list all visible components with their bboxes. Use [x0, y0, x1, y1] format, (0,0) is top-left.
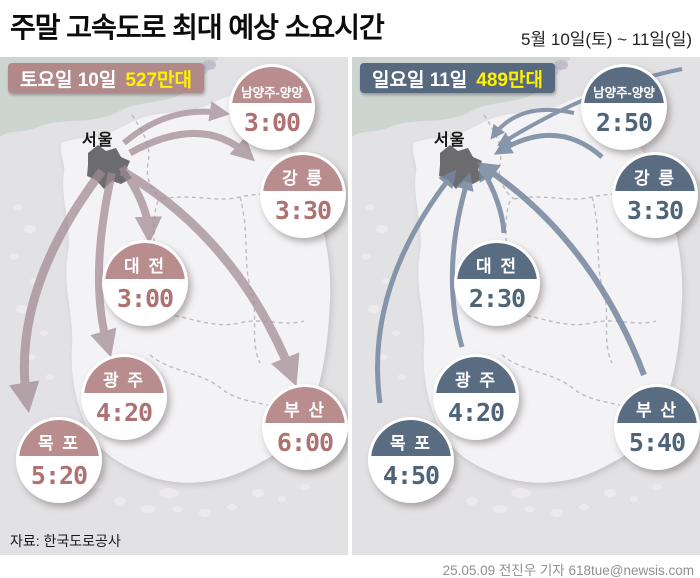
- day-label: 토요일 10일: [20, 69, 117, 91]
- city-badge-gwangju: 광 주 4:20: [81, 354, 167, 440]
- city-badge-daejeon: 대 전 2:30: [454, 240, 540, 326]
- city-badge-namyangju-yangyang: 남양주-양양 2:50: [581, 64, 667, 150]
- seoul-label: 서울: [82, 132, 114, 149]
- travel-time: 5:20: [30, 461, 88, 491]
- city-badge-gangneung: 강 릉 3:30: [612, 152, 698, 238]
- city-badge-gwangju: 광 주 4:20: [433, 354, 519, 440]
- arrow-from-mokpo: [375, 169, 457, 404]
- arrow-to-mokpo: [9, 168, 106, 414]
- page-title: 주말 고속도로 최대 예상 소요시간: [10, 12, 385, 43]
- seoul-label: 서울: [434, 132, 466, 149]
- city-badge-mokpo: 목 포 5:20: [16, 417, 102, 503]
- city-name: 남양주-양양: [232, 67, 312, 104]
- travel-time: 2:50: [595, 108, 653, 138]
- arrow-from-gangneung: [493, 132, 604, 159]
- island: [554, 60, 568, 70]
- city-name: 부 산: [617, 387, 697, 424]
- traffic-count: 489만대: [476, 69, 543, 91]
- city-badge-gangneung: 강 릉 3:30: [260, 152, 346, 238]
- sunday-map-panel: 일요일 11일 489만대 서울 남양주-양양 2:50 강 릉 3:30 대 …: [352, 57, 700, 555]
- city-badge-mokpo: 목 포 4:50: [368, 417, 454, 503]
- header: 주말 고속도로 최대 예상 소요시간 5월 10일(토) ~ 11일(일): [0, 0, 700, 57]
- traffic-count: 527만대: [125, 69, 193, 91]
- outbound-arrows: [9, 101, 300, 414]
- arrow-to-gwangju: [90, 172, 117, 358]
- city-badge-busan: 부 산 5:40: [614, 384, 700, 470]
- travel-time: 3:30: [274, 196, 332, 226]
- travel-time: 4:50: [382, 461, 440, 491]
- day-label: 일요일 11일: [372, 69, 468, 91]
- travel-time: 5:40: [628, 428, 686, 458]
- travel-time: 6:00: [276, 428, 334, 458]
- travel-time: 3:30: [626, 196, 684, 226]
- city-badge-namyangju-yangyang: 남양주-양양 3:00: [229, 64, 315, 150]
- reporter-credit: 25.05.09 전진우 기자 618tue@newsis.com: [442, 563, 694, 578]
- city-badge-busan: 부 산 6:00: [262, 384, 348, 470]
- sunday-badge: 일요일 11일 489만대: [360, 63, 555, 93]
- travel-time: 3:00: [243, 108, 301, 138]
- arrow-to-busan: [119, 167, 300, 387]
- arrow-from-busan: [476, 162, 647, 377]
- map-panels: 토요일 10일 527만대 서울 남양주-양양 3:00 강 릉 3:30 대 …: [0, 57, 700, 555]
- arrow-from-gwangju: [449, 172, 474, 348]
- travel-time: 3:00: [116, 284, 174, 314]
- saturday-badge: 토요일 10일 527만대: [8, 63, 205, 93]
- arrow-to-namyangju: [122, 101, 231, 146]
- travel-time: 4:20: [95, 398, 153, 428]
- inbound-arrows: [375, 67, 683, 404]
- saturday-map-panel: 토요일 10일 527만대 서울 남양주-양양 3:00 강 릉 3:30 대 …: [0, 57, 348, 555]
- data-source: 자료: 한국도로공사: [10, 533, 121, 549]
- city-badge-daejeon: 대 전 3:00: [102, 240, 188, 326]
- island: [202, 60, 216, 70]
- date-range: 5월 10일(토) ~ 11일(일): [521, 30, 692, 49]
- arrow-to-gangneung: [128, 130, 256, 162]
- travel-time: 2:30: [468, 284, 526, 314]
- travel-time: 4:20: [447, 398, 505, 428]
